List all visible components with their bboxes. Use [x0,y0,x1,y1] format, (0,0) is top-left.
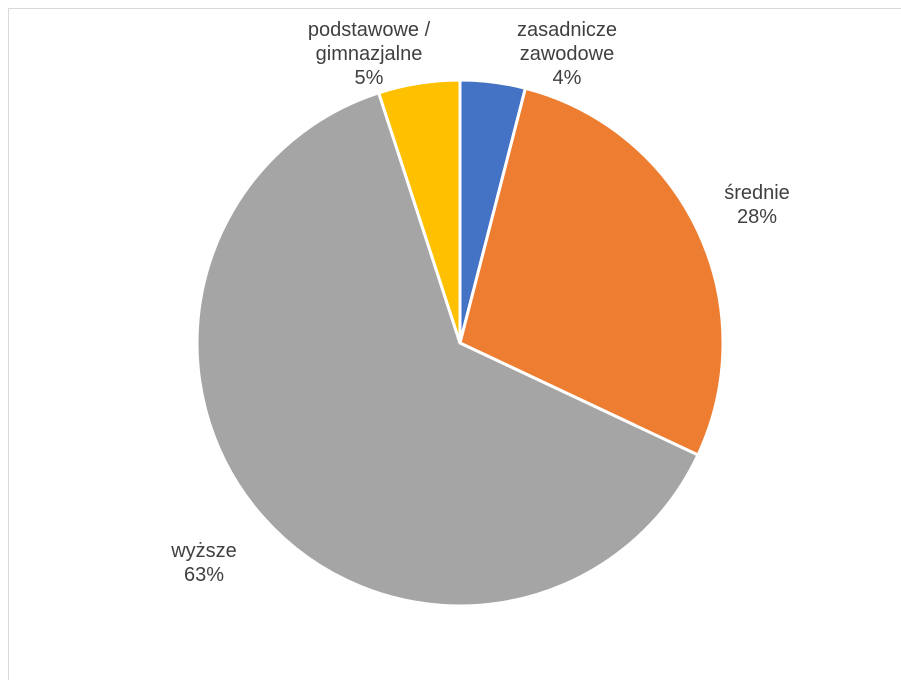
slice-category-label: wyższe [170,540,237,562]
slice-category-label: zawodowe [520,43,615,65]
slice-value-label: 28% [737,206,777,228]
slice-value-label: 63% [184,564,224,586]
pie-slice-podstawowe-gimnazjalne [377,78,462,345]
slice-category-label: podstawowe / [308,19,431,41]
slice-value-label: 5% [355,67,384,89]
slice-label: zasadnicze zawodowe 4% [517,19,617,89]
slice-category-label: zasadnicze [517,19,617,41]
slice-category-label: gimnazjalne [316,43,423,65]
slices-layer [195,78,725,608]
slice-label: podstawowe / gimnazjalne 5% [308,19,431,89]
slice-category-label: średnie [724,182,790,204]
labels-layer: zasadnicze zawodowe 4% średnie 28% wyższe 63% p… [170,19,790,586]
slice-label: wyższe 63% [170,540,237,586]
slice-value-label: 4% [553,67,582,89]
pie-slice-średnie [458,86,725,457]
slice-label: średnie 28% [724,182,790,228]
pie-slice-wyższe [195,91,700,608]
